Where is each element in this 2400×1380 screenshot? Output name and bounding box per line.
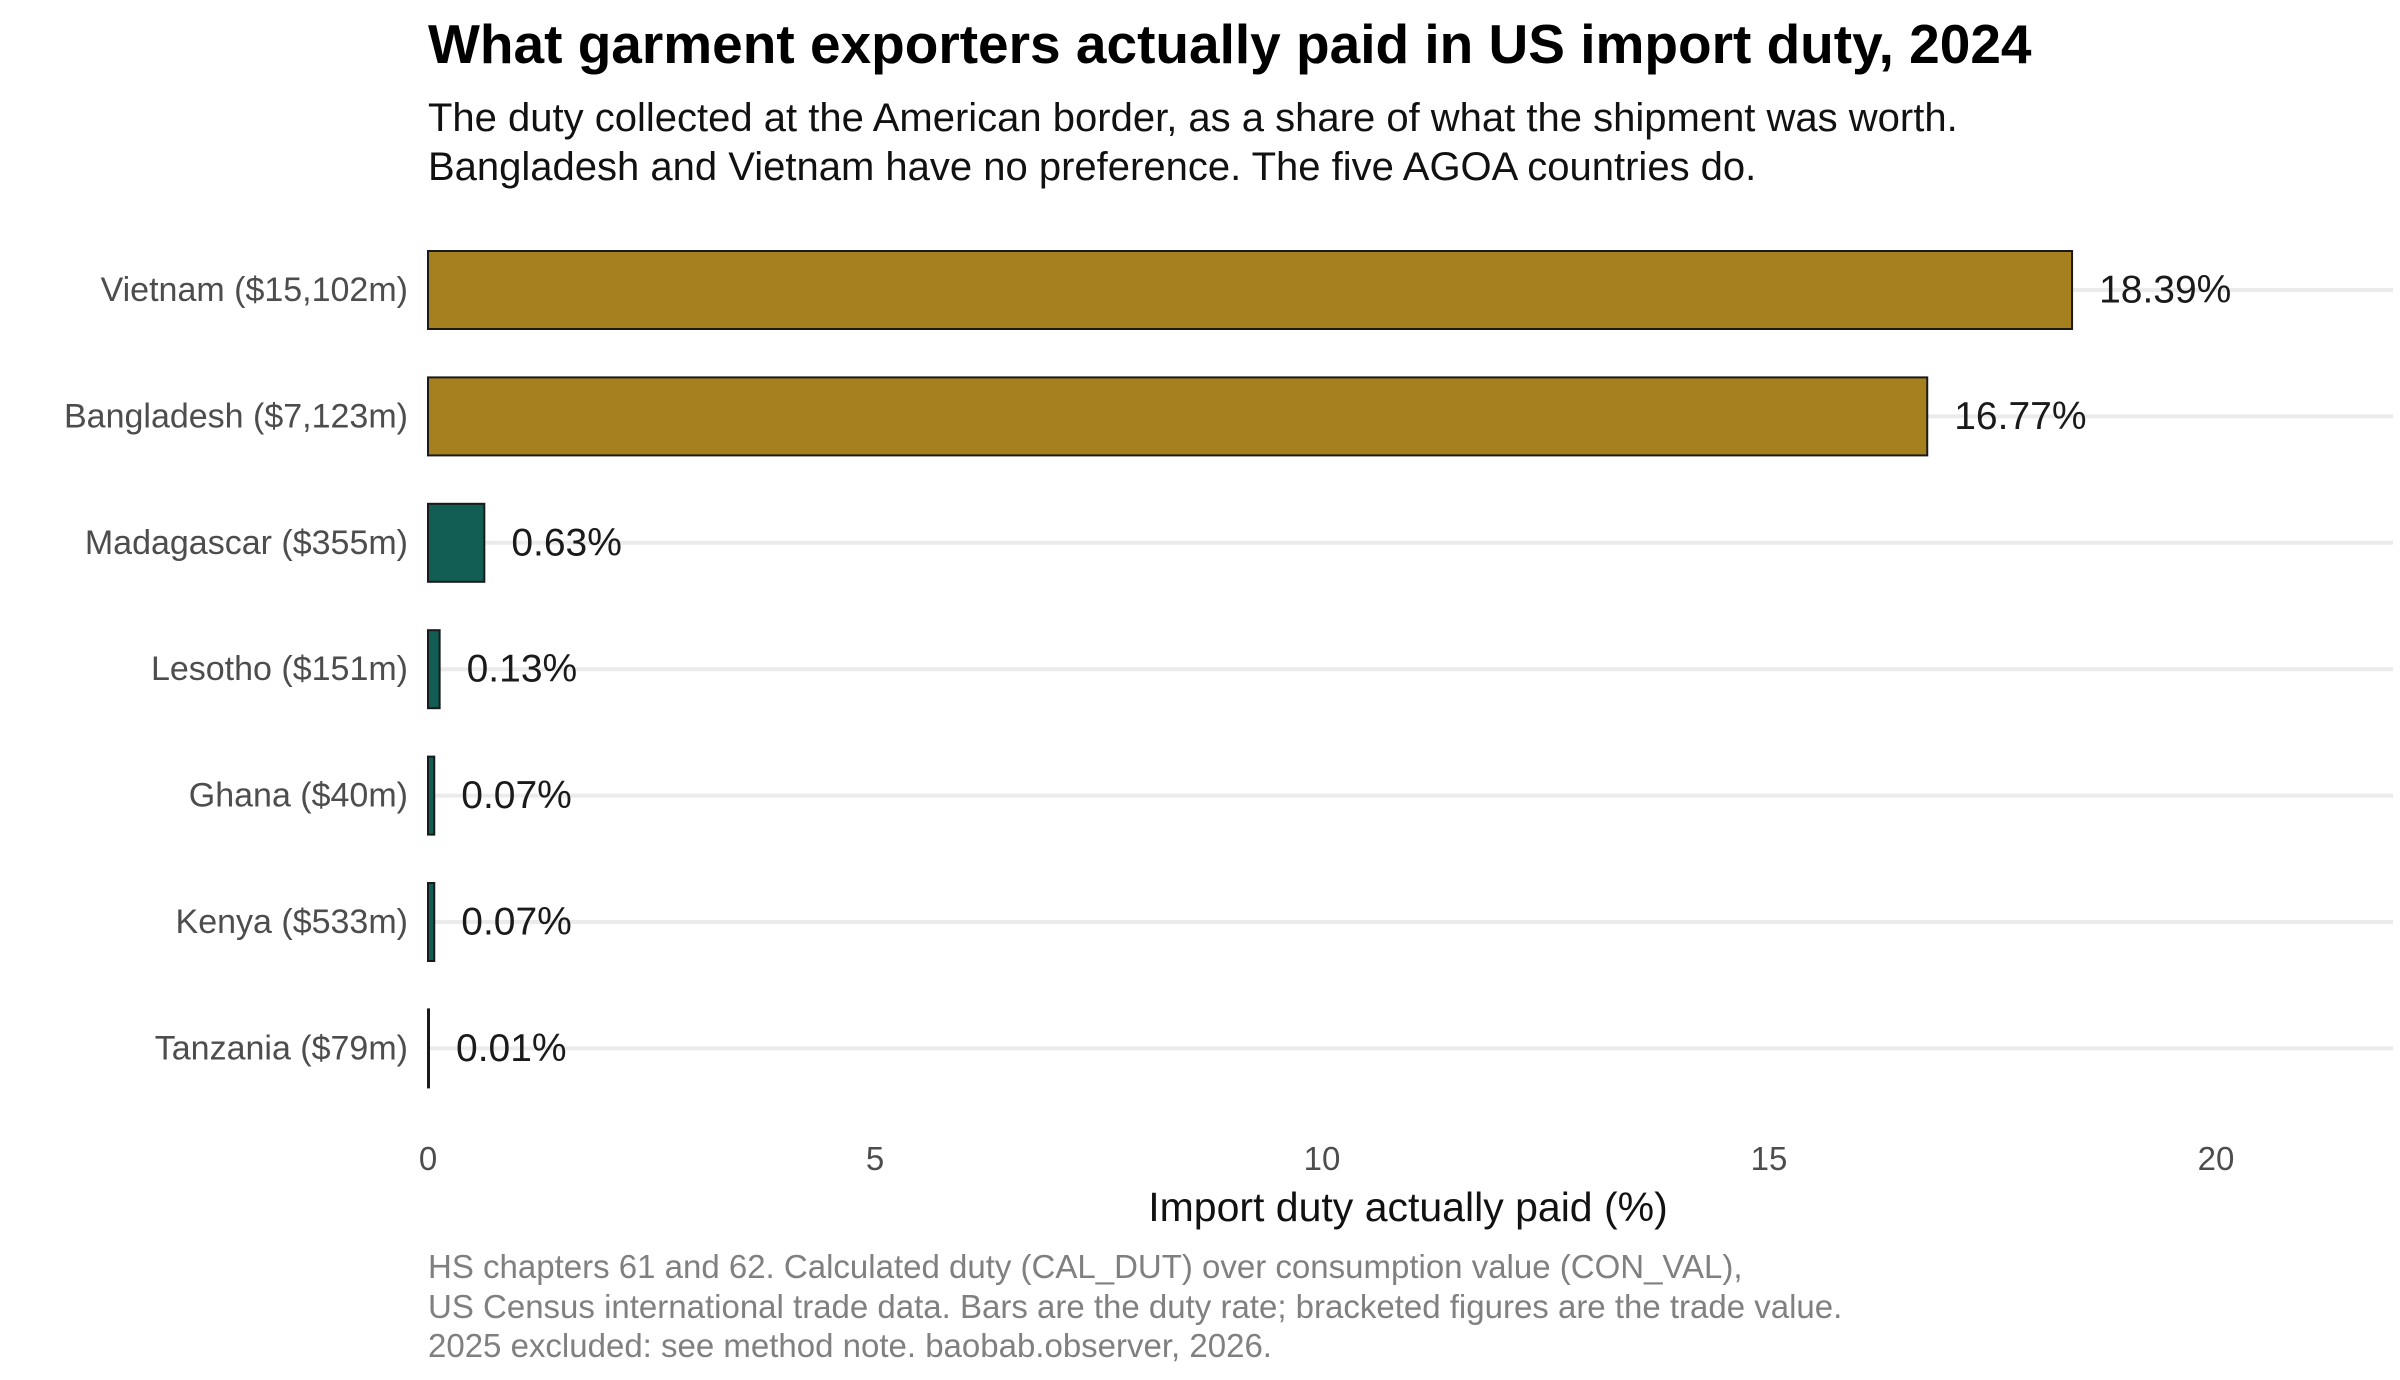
value-label: 16.77% [1954,395,2086,438]
bar [427,502,486,583]
value-label: 18.39% [2099,269,2231,312]
bar [427,755,436,836]
bar [427,376,1929,457]
x-tick-label: 15 [1751,1140,1788,1177]
x-tick-label: 20 [2198,1140,2235,1177]
x-tick-label: 10 [1304,1140,1341,1177]
bar [427,629,441,710]
chart-subtitle-line-1: The duty collected at the American borde… [428,96,1958,140]
category-labels: Vietnam ($15,102m) Bangladesh ($7,123m) Ma… [64,271,408,1067]
x-axis-ticks: 0 5 10 15 20 [419,1140,2235,1177]
bar [427,1008,430,1089]
value-label: 0.07% [461,901,572,944]
category-label: Lesotho ($151m) [151,650,408,688]
category-label: Ghana ($40m) [189,777,408,815]
value-label: 0.07% [461,774,572,817]
caption-line-1: HS chapters 61 and 62. Calculated duty (… [428,1248,1743,1285]
caption-line-2: US Census international trade data. Bars… [428,1288,1842,1325]
chart-title: What garment exporters actually paid in … [428,13,2032,75]
value-label: 0.63% [511,521,622,564]
x-tick-label: 5 [866,1140,884,1177]
bars [427,250,2074,1089]
value-label: 0.13% [467,648,578,691]
category-label: Tanzania ($79m) [155,1029,408,1067]
chart-subtitle-line-2: Bangladesh and Vietnam have no preferenc… [428,145,1756,189]
bar [427,250,2074,330]
value-label: 0.01% [456,1027,567,1070]
category-label: Madagascar ($355m) [85,524,408,562]
x-axis-title: Import duty actually paid (%) [1148,1184,1668,1230]
category-label: Kenya ($533m) [176,903,408,941]
x-tick-label: 0 [419,1140,437,1177]
bar [427,882,436,962]
value-labels: 18.39% 16.77% 0.63% 0.13% 0.07% 0.07% 0.01% [456,269,2231,1070]
category-label: Bangladesh ($7,123m) [64,397,408,435]
category-label: Vietnam ($15,102m) [101,271,408,309]
caption-line-3: 2025 excluded: see method note. baobab.o… [428,1327,1272,1364]
